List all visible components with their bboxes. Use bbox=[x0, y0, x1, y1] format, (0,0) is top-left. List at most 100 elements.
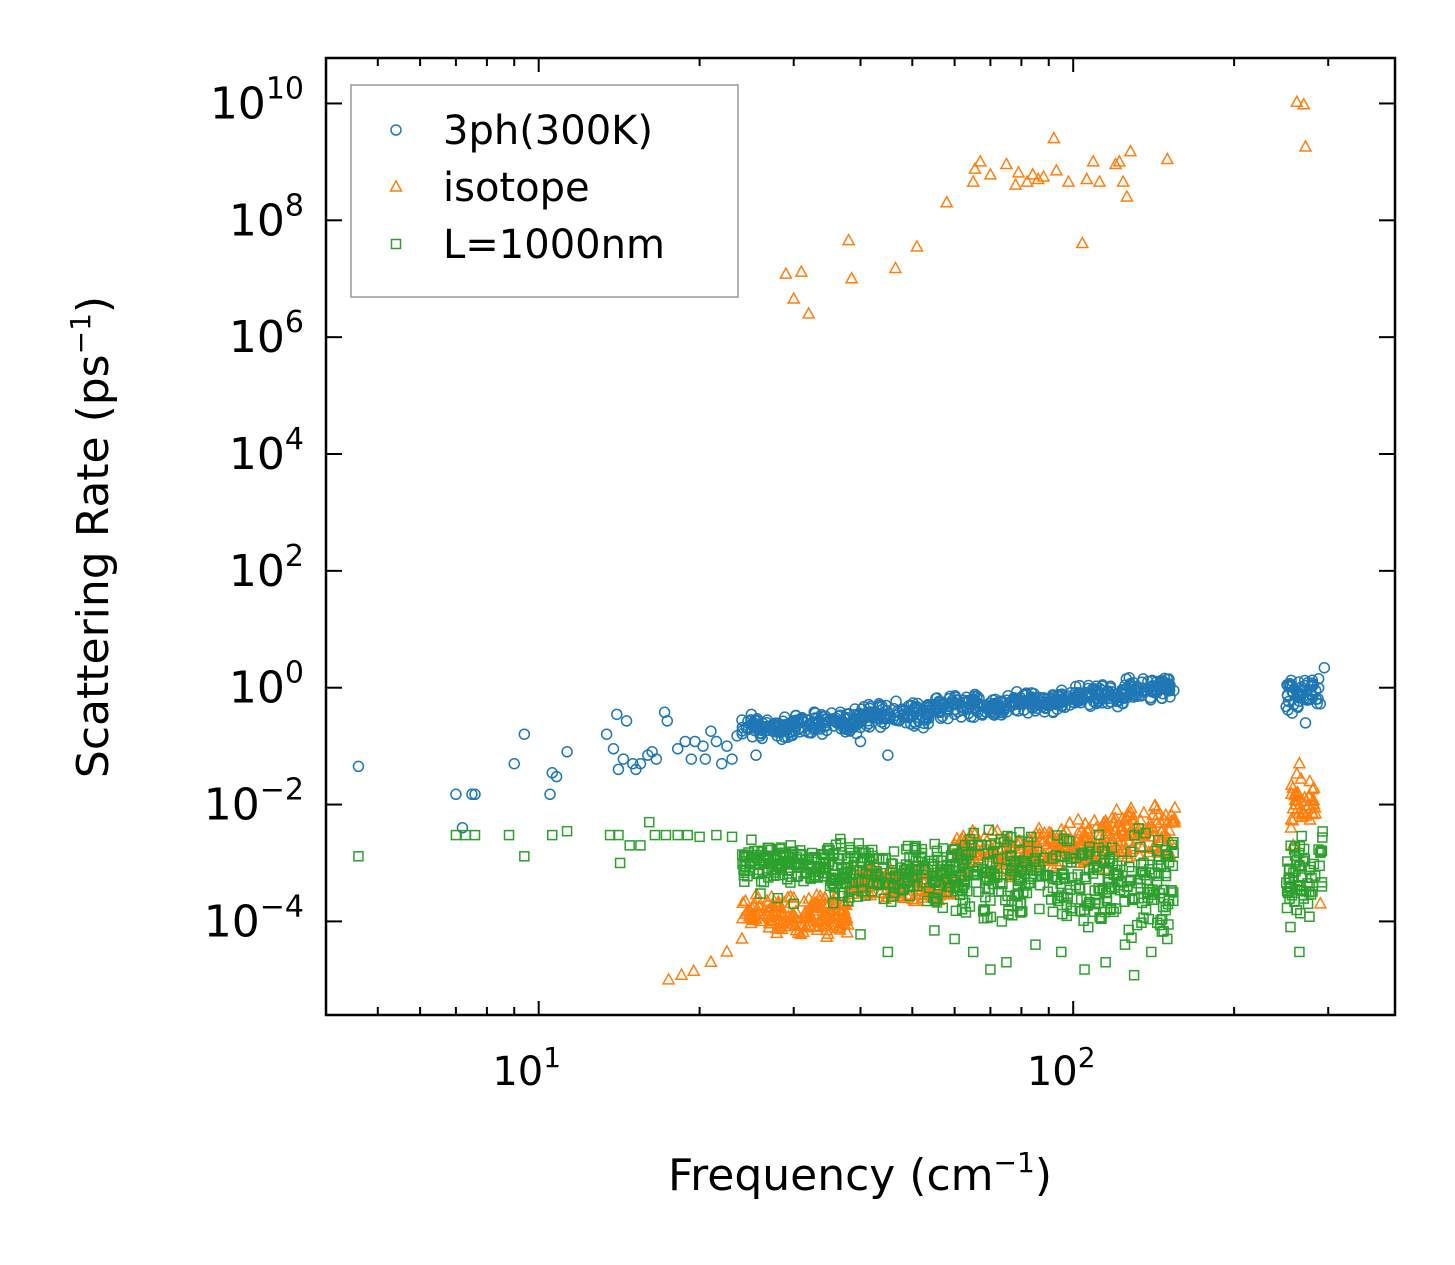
data-point bbox=[1000, 706, 1013, 718]
data-point bbox=[711, 829, 722, 841]
data-point bbox=[1009, 698, 1022, 711]
data-point bbox=[1315, 847, 1326, 858]
data-point bbox=[739, 876, 750, 887]
data-point bbox=[888, 260, 903, 274]
data-point bbox=[746, 849, 758, 861]
data-point bbox=[873, 698, 885, 710]
data-point bbox=[903, 874, 914, 886]
data-point bbox=[1046, 689, 1059, 701]
data-point bbox=[1031, 171, 1045, 185]
data-point bbox=[1311, 697, 1323, 710]
data-point bbox=[959, 897, 971, 909]
data-point bbox=[765, 722, 777, 734]
data-point bbox=[770, 898, 785, 912]
data-point bbox=[508, 757, 520, 770]
data-point bbox=[746, 731, 759, 743]
data-point bbox=[1166, 815, 1181, 828]
data-point bbox=[898, 884, 909, 896]
data-point bbox=[924, 882, 935, 894]
data-point bbox=[1308, 858, 1320, 870]
data-point bbox=[617, 753, 630, 765]
data-point bbox=[1295, 809, 1309, 823]
data-point bbox=[1302, 898, 1314, 910]
data-point bbox=[1119, 809, 1133, 822]
data-point bbox=[1056, 946, 1067, 958]
data-point bbox=[836, 910, 850, 924]
data-point bbox=[1061, 835, 1073, 847]
data-point bbox=[1045, 695, 1057, 707]
data-point bbox=[1133, 690, 1145, 702]
data-point bbox=[1303, 774, 1317, 787]
data-point bbox=[1079, 964, 1090, 975]
data-point bbox=[1296, 97, 1311, 110]
data-point bbox=[1310, 693, 1322, 706]
data-point bbox=[747, 896, 762, 910]
data-point bbox=[735, 911, 750, 924]
data-point bbox=[1090, 851, 1101, 862]
data-point bbox=[1025, 167, 1040, 180]
data-point bbox=[1049, 163, 1064, 176]
data-point bbox=[840, 720, 853, 732]
data-point bbox=[854, 735, 867, 748]
data-point bbox=[1013, 841, 1028, 854]
data-point bbox=[1083, 921, 1094, 933]
y-tick-label: 1010 bbox=[210, 71, 304, 129]
data-point bbox=[1005, 859, 1017, 871]
data-point bbox=[886, 896, 897, 908]
data-point bbox=[1107, 858, 1118, 869]
data-point bbox=[1059, 823, 1073, 836]
data-point bbox=[1094, 912, 1105, 923]
data-point bbox=[705, 725, 717, 737]
data-point bbox=[694, 831, 705, 843]
data-point bbox=[1119, 679, 1131, 692]
data-point bbox=[988, 709, 1001, 721]
data-point bbox=[1153, 815, 1168, 828]
data-point bbox=[1010, 692, 1022, 705]
data-point bbox=[928, 702, 941, 714]
data-point bbox=[550, 770, 563, 783]
data-point bbox=[753, 868, 765, 879]
data-point bbox=[726, 753, 738, 765]
data-point bbox=[949, 882, 961, 894]
legend-label: L=1000nm bbox=[443, 222, 665, 268]
data-point bbox=[1104, 855, 1115, 867]
data-point bbox=[1014, 835, 1025, 847]
data-point bbox=[793, 861, 805, 872]
data-point bbox=[1091, 861, 1103, 872]
data-point bbox=[751, 853, 763, 864]
data-point bbox=[781, 874, 793, 885]
data-point bbox=[1071, 826, 1085, 839]
data-point bbox=[996, 916, 1008, 927]
data-point bbox=[973, 154, 988, 167]
data-point bbox=[746, 834, 757, 845]
data-point bbox=[721, 740, 733, 752]
data-point bbox=[929, 925, 940, 936]
data-point bbox=[983, 824, 995, 836]
data-point bbox=[1285, 813, 1300, 826]
data-point bbox=[1304, 911, 1315, 922]
data-point bbox=[1160, 151, 1175, 165]
data-point bbox=[1291, 904, 1303, 916]
data-point bbox=[999, 157, 1014, 170]
data-point bbox=[1144, 692, 1157, 704]
data-point bbox=[844, 271, 859, 284]
data-point bbox=[1282, 856, 1293, 867]
data-point bbox=[1096, 913, 1107, 925]
data-point bbox=[774, 862, 786, 874]
data-point bbox=[762, 920, 776, 933]
data-point bbox=[964, 834, 976, 845]
data-point bbox=[613, 829, 624, 841]
data-point bbox=[1291, 805, 1306, 819]
data-point bbox=[1039, 702, 1052, 715]
data-point bbox=[1078, 904, 1090, 915]
data-point bbox=[699, 753, 712, 765]
data-point bbox=[1161, 673, 1174, 685]
data-point bbox=[796, 918, 811, 931]
data-point bbox=[754, 858, 766, 869]
data-point bbox=[949, 933, 960, 945]
data-point bbox=[774, 916, 788, 929]
data-point bbox=[970, 691, 983, 703]
data-point bbox=[985, 964, 996, 975]
data-point bbox=[1047, 872, 1058, 883]
data-point bbox=[1128, 969, 1140, 981]
